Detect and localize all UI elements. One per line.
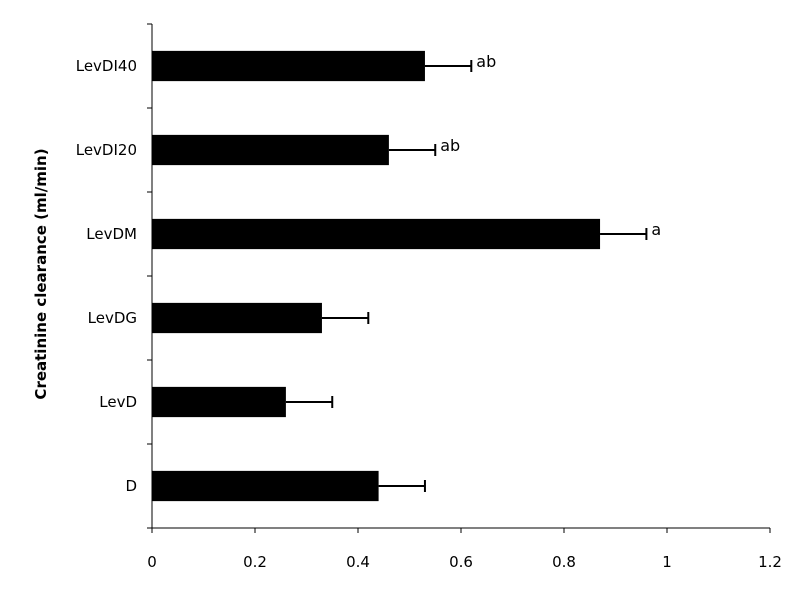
y-tick-label: LevDM xyxy=(86,225,137,243)
bar xyxy=(152,386,286,418)
bar xyxy=(152,470,379,502)
x-tick-label: 0.8 xyxy=(552,553,576,571)
y-tick-label: LevDI20 xyxy=(76,141,137,159)
y-axis-title: Creatinine clearance (ml/min) xyxy=(32,148,50,399)
x-tick-label: 0.6 xyxy=(449,553,473,571)
x-tick-label: 0 xyxy=(147,553,157,571)
y-tick-label: D xyxy=(125,477,137,495)
bar xyxy=(152,218,601,250)
x-tick-label: 0.2 xyxy=(243,553,267,571)
significance-label: ab xyxy=(476,52,496,71)
significance-label: a xyxy=(651,220,661,239)
y-tick-label: LevDG xyxy=(88,309,137,327)
x-tick-label: 1.2 xyxy=(758,553,782,571)
x-tick-label: 1 xyxy=(662,553,672,571)
y-tick-label: LevDI40 xyxy=(76,57,137,75)
significance-label: ab xyxy=(440,136,460,155)
bar xyxy=(152,134,389,166)
bar xyxy=(152,50,425,82)
x-tick-label: 0.4 xyxy=(346,553,370,571)
bar xyxy=(152,302,322,334)
y-tick-label: LevD xyxy=(99,393,137,411)
